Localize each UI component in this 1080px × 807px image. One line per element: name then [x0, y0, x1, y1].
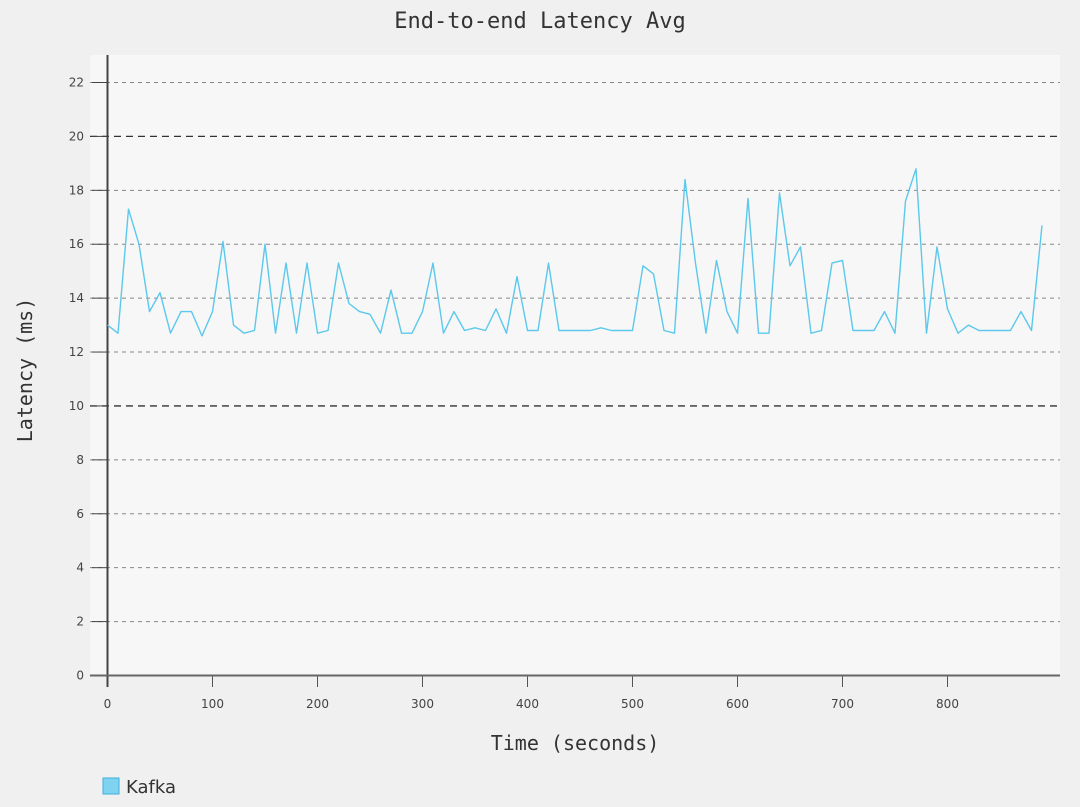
y-tick-label: 8	[76, 453, 84, 467]
legend-swatch-kafka	[102, 777, 120, 795]
y-tick-label: 22	[69, 76, 84, 90]
y-tick-label: 6	[76, 507, 84, 521]
plot-background	[90, 55, 1060, 675]
y-tick-label: 12	[69, 345, 84, 359]
x-tick-label: 0	[104, 697, 112, 711]
y-tick-label: 14	[69, 291, 84, 305]
y-tick-label: 16	[69, 237, 84, 251]
gridlines	[90, 82, 1060, 623]
x-tick-label: 800	[936, 697, 959, 711]
x-tick-label: 700	[831, 697, 854, 711]
x-tick-label: 500	[621, 697, 644, 711]
legend: Kafka	[102, 777, 176, 798]
y-tick-label: 2	[76, 615, 84, 629]
x-tick-label: 200	[306, 697, 329, 711]
legend-label-kafka: Kafka	[126, 777, 176, 798]
y-tick-label: 18	[69, 183, 84, 197]
x-axis-ticks: 0 100 200 300 400 500 600 700 800	[104, 675, 959, 711]
y-axis-title: Latency (ms)	[13, 298, 37, 443]
x-tick-label: 400	[516, 697, 539, 711]
y-tick-label: 10	[69, 399, 84, 413]
x-axis-title: Time (seconds)	[491, 731, 660, 755]
y-tick-label: 4	[76, 561, 84, 575]
y-axis-ticks: 0 2 4 6 8 10 12 14 16 18 20 22	[69, 76, 107, 683]
series-line-kafka	[107, 168, 1043, 337]
y-tick-label: 0	[76, 669, 84, 683]
x-tick-label: 600	[726, 697, 749, 711]
chart-title: End-to-end Latency Avg	[394, 9, 685, 34]
y-tick-label: 20	[69, 129, 84, 143]
x-tick-label: 300	[411, 697, 434, 711]
x-tick-label: 100	[201, 697, 224, 711]
series-layer	[107, 168, 1043, 337]
